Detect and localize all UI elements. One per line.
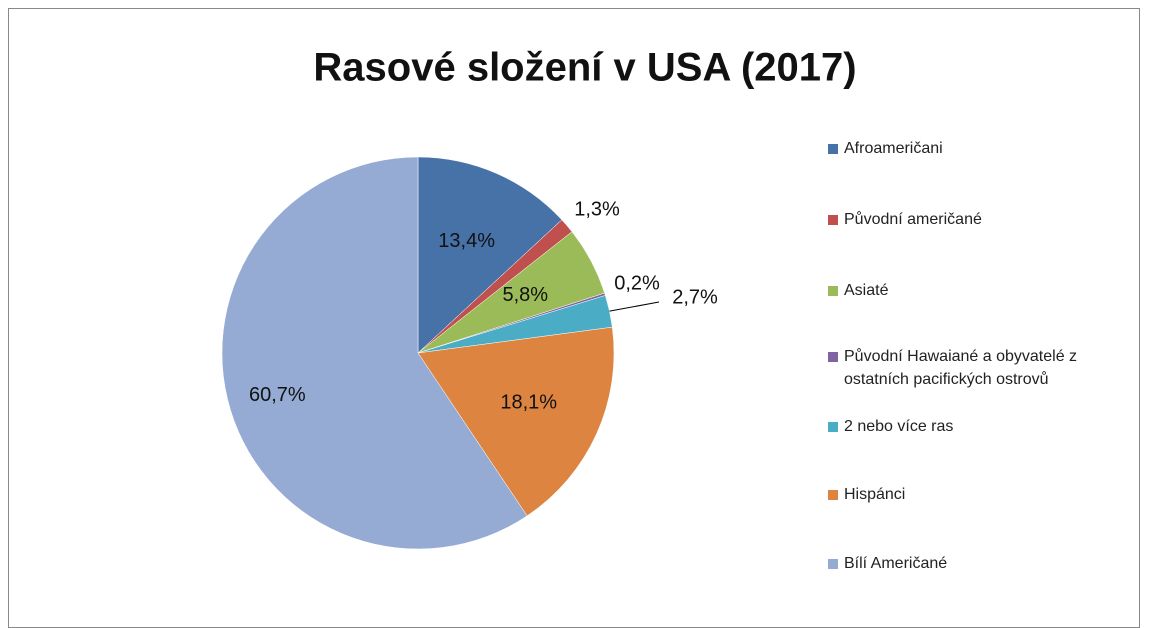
- legend-swatch: [828, 422, 838, 432]
- legend-item: Asiaté: [828, 282, 1144, 302]
- legend-label: Afroameričani: [844, 140, 943, 157]
- legend-swatch: [828, 215, 838, 225]
- legend-label: 2 nebo více ras: [844, 418, 954, 435]
- data-label: 0,2%: [614, 272, 660, 294]
- legend-swatch: [828, 352, 838, 362]
- page: Rasové složení v USA (2017) 13,4% 1,3% 5,8…: [8, 8, 1144, 628]
- legend-swatch: [828, 490, 838, 500]
- data-label: 5,8%: [502, 284, 548, 306]
- legend-item: 2 nebo více ras: [828, 418, 1144, 438]
- legend-label: Původní Hawaiané a obyvatelé z ostatních…: [844, 348, 1078, 388]
- chart: Rasové složení v USA (2017) 13,4% 1,3% 5,8…: [221, 46, 857, 550]
- leader-line: [609, 301, 660, 312]
- data-label: 18,1%: [500, 391, 557, 413]
- data-label: 1,3%: [574, 198, 620, 220]
- chart-title: Rasové složení v USA (2017): [313, 46, 856, 90]
- legend-item: Afroameričani: [828, 140, 1144, 160]
- legend-label: Bílí Američané: [844, 555, 948, 572]
- pie-slice: [417, 326, 615, 517]
- legend-label: Hispánci: [844, 486, 906, 503]
- pie-slice: [417, 156, 563, 354]
- legend-item: Původní Hawaiané a obyvatelé z ostatních…: [828, 348, 1144, 391]
- pie-slice: [221, 156, 528, 550]
- legend-item: Bílí Američané: [828, 555, 1144, 575]
- data-label: 60,7%: [249, 384, 306, 406]
- legend-swatch: [828, 144, 838, 154]
- legend-item: Hispánci: [828, 486, 1144, 506]
- legend-swatch: [828, 286, 838, 296]
- data-label: 13,4%: [438, 230, 495, 252]
- legend-label: Původní američané: [844, 211, 982, 228]
- legend-swatch: [828, 559, 838, 569]
- legend-label: Asiaté: [844, 282, 889, 299]
- legend-item: Původní američané: [828, 211, 1144, 231]
- data-label: 2,7%: [672, 286, 718, 308]
